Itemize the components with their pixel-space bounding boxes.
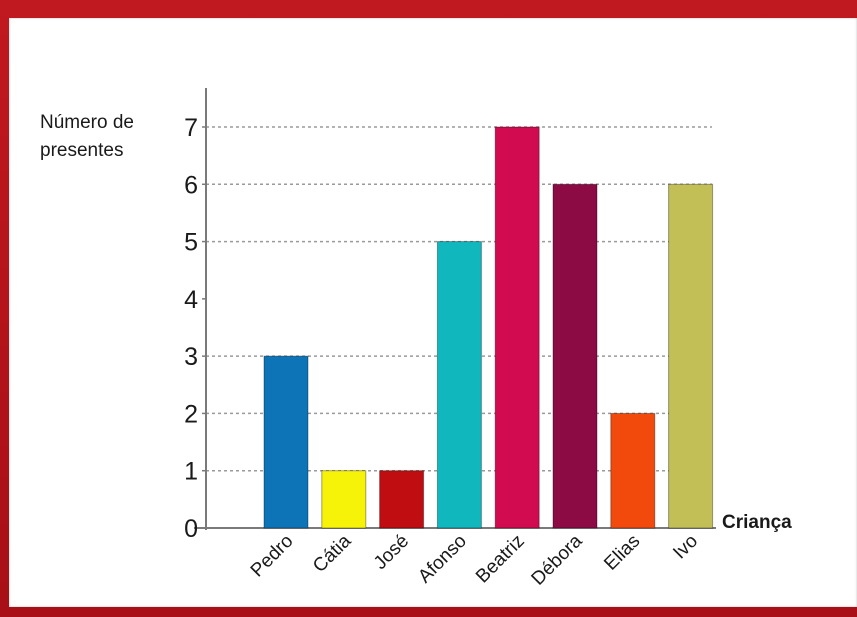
y-tick-1: 1 [184, 458, 198, 486]
category-label-beatriz: Beatriz [472, 531, 529, 588]
y-tick-4: 4 [184, 286, 198, 314]
category-label-débora: Débora [528, 530, 587, 589]
bar-beatriz [494, 126, 540, 529]
y-tick-7: 7 [184, 114, 198, 142]
bars [263, 126, 714, 529]
y-tick-6: 6 [184, 171, 198, 199]
bar-pedro [263, 355, 309, 529]
y-axis-label-line2: presentes [40, 140, 123, 161]
y-tick-3: 3 [184, 343, 198, 371]
bar-elias [610, 412, 656, 529]
y-tick-2: 2 [184, 400, 198, 428]
bar-débora [552, 183, 598, 529]
category-label-elias: Elias [600, 531, 644, 575]
y-tick-0: 0 [184, 515, 198, 543]
category-label-josé: José [370, 531, 413, 574]
bar-afonso [436, 241, 482, 529]
bar-cátia [321, 470, 367, 529]
y-axis-label-line1: Número de [40, 112, 134, 133]
chart-panel [9, 18, 857, 607]
bar-ivo [668, 183, 714, 529]
bar-josé [379, 470, 425, 529]
x-axis-label: Criança [722, 512, 792, 533]
category-label-afonso: Afonso [414, 531, 471, 588]
category-label-cátia: Cátia [309, 530, 356, 577]
category-label-ivo: Ivo [669, 531, 702, 564]
y-tick-labels: 0 1 2 3 4 5 6 7 [184, 114, 198, 543]
y-tick-5: 5 [184, 229, 198, 257]
category-label-pedro: Pedro [247, 531, 298, 582]
